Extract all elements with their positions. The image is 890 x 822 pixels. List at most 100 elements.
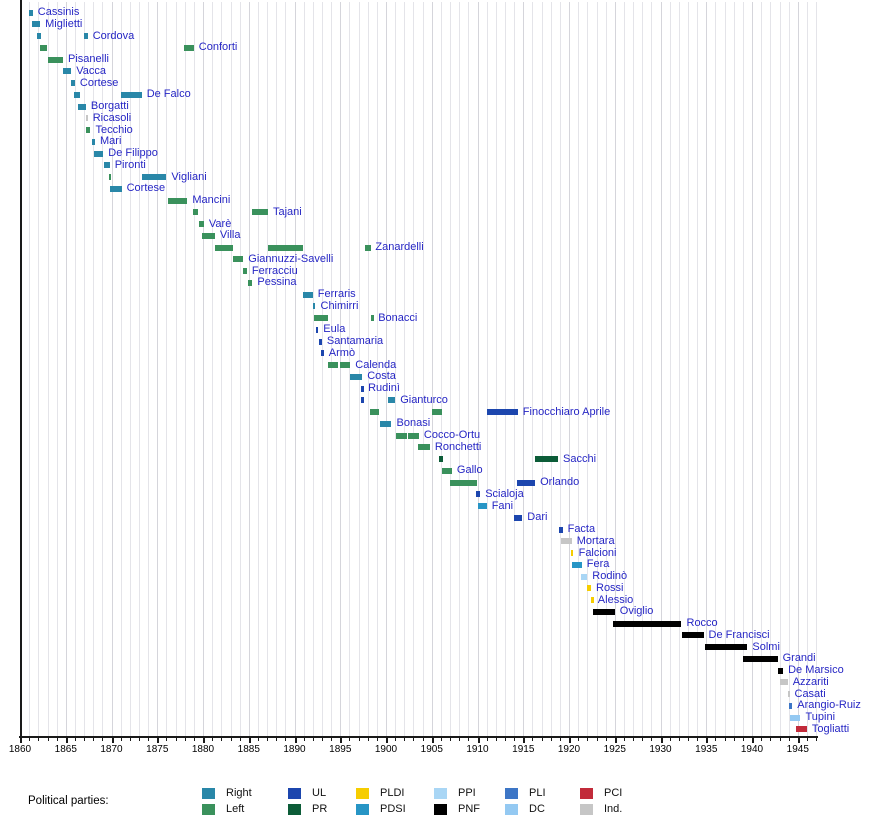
minister-label[interactable]: Rocco (686, 617, 718, 629)
minister-label[interactable]: Pironti (114, 158, 146, 171)
legend-swatch-dc (505, 804, 518, 815)
legend-label-ind: Ind. (604, 803, 623, 815)
term-bar (214, 244, 234, 251)
gridline-1861 (29, 2, 31, 736)
minister-label[interactable]: Azzariti (792, 675, 829, 688)
minister-label[interactable]: Tupini (805, 711, 836, 723)
minister-label[interactable]: Cortese (79, 76, 119, 89)
gridline-1873 (138, 2, 140, 736)
minister-label[interactable]: Finocchiaro Aprile (522, 405, 611, 418)
minor-tick-1871 (120, 738, 122, 741)
minister-label[interactable]: Solmi (752, 640, 780, 653)
minister-label[interactable]: Miglietti (45, 17, 83, 30)
term-bar (535, 456, 558, 462)
term-bar (475, 491, 481, 498)
minister-label[interactable]: Costa (367, 370, 396, 383)
gridline-1918 (550, 2, 552, 736)
term-bar (40, 44, 48, 51)
minor-tick-1888 (276, 738, 278, 741)
minister-label[interactable]: Oviglio (619, 605, 654, 618)
minister-label[interactable]: Ferraris (317, 288, 356, 300)
gridline-1925 (614, 2, 616, 736)
minister-label[interactable]: Cortese (126, 182, 166, 195)
term-bar (104, 162, 110, 169)
minor-tick-1878 (184, 738, 186, 741)
minister-label[interactable]: Giannuzzi-Savelli (248, 252, 334, 265)
minister-label[interactable]: Fera (586, 558, 610, 571)
minister-label[interactable]: Pessina (257, 276, 297, 289)
minister-label[interactable]: Tajani (273, 205, 302, 218)
gridline-1934 (697, 2, 699, 736)
legend-swatch-pli (505, 788, 518, 799)
minister-label[interactable]: Fani (491, 499, 514, 512)
minister-label[interactable]: Chimirri (320, 299, 359, 312)
term-bar (558, 526, 563, 533)
minister-label[interactable]: De Falco (146, 88, 191, 101)
minister-label[interactable]: Dari (527, 511, 548, 524)
legend-label-pdsi: PDSI (380, 803, 406, 815)
minister-label[interactable]: Alessio (597, 593, 634, 606)
minor-tick-1911 (486, 738, 488, 741)
gridline-1909 (468, 2, 470, 736)
axis-year-label-1885: 1885 (237, 744, 260, 755)
minister-label[interactable]: Santamaria (326, 335, 384, 347)
minister-label[interactable]: Villa (219, 229, 241, 242)
minister-label[interactable]: Vacca (76, 64, 106, 77)
gridline-1876 (166, 2, 168, 736)
minister-label[interactable]: Togliatti (811, 722, 850, 735)
minister-label[interactable]: Conforti (198, 41, 238, 54)
term-bar (418, 444, 430, 451)
minister-label[interactable]: De Marsico (788, 664, 844, 676)
minor-tick-1883 (230, 738, 232, 741)
minister-label[interactable]: Bonasi (396, 417, 431, 430)
gridline-1870 (111, 2, 113, 736)
minister-label[interactable]: Falcioni (578, 546, 617, 559)
minister-label[interactable]: Rudinì (368, 382, 400, 394)
minor-tick-1886 (257, 738, 259, 741)
minister-label[interactable]: Mortara (576, 534, 615, 547)
minister-label[interactable]: De Filippo (108, 147, 158, 159)
minister-label[interactable]: Zanardelli (375, 241, 424, 253)
minister-label[interactable]: Casati (794, 687, 826, 700)
minister-label[interactable]: Cordova (92, 29, 135, 42)
minor-tick-1867 (84, 738, 85, 741)
legend-swatch-pnf (434, 804, 447, 815)
axis-year-label-1860: 1860 (8, 744, 32, 755)
minister-label[interactable]: Armò (328, 346, 356, 359)
gridline-1868 (93, 2, 95, 736)
gridline-1877 (175, 2, 177, 736)
minister-label[interactable]: De Francisci (708, 628, 770, 641)
gridline-1914 (514, 2, 516, 736)
term-bar (350, 373, 363, 380)
minister-label[interactable]: Orlando (540, 476, 580, 488)
minister-label[interactable]: Tecchio (95, 123, 133, 136)
major-tick-1880 (203, 738, 205, 743)
minister-label[interactable]: Ferracciu (251, 264, 298, 277)
term-bar (370, 409, 380, 415)
minister-label[interactable]: Scialoja (485, 487, 524, 500)
minister-label[interactable]: Sacchi (563, 452, 597, 465)
minister-label[interactable]: Pisanelli (68, 53, 109, 65)
gridline-1869 (102, 2, 104, 736)
minister-label[interactable]: Gallo (456, 464, 483, 477)
minister-label[interactable]: Grandi (782, 652, 816, 665)
minister-label[interactable]: Borgatti (90, 100, 129, 112)
minister-label[interactable]: Arangio-Ruiz (797, 699, 861, 712)
minister-label[interactable]: Facta (567, 523, 596, 535)
minister-label[interactable]: Eula (323, 323, 346, 336)
minister-label[interactable]: Ricasoli (92, 111, 132, 124)
minister-label[interactable]: Gianturco (400, 393, 448, 406)
minister-label[interactable]: Bonacci (378, 311, 418, 324)
term-bar (365, 244, 371, 251)
minister-label[interactable]: Rossi (596, 581, 624, 594)
term-bar (396, 432, 408, 439)
minister-label[interactable]: Cocco-Ortu (423, 429, 481, 441)
minister-label[interactable]: Rodinò (592, 570, 628, 582)
minister-label[interactable]: Mancini (192, 194, 231, 206)
minister-label[interactable]: Ronchetti (434, 440, 482, 453)
minister-label[interactable]: Vigliani (171, 170, 207, 183)
minister-label[interactable]: Calenda (355, 358, 397, 371)
minister-label[interactable]: Mari (100, 135, 122, 148)
minister-label[interactable]: Varè (208, 217, 232, 230)
minister-label[interactable]: Cassinis (37, 6, 80, 18)
